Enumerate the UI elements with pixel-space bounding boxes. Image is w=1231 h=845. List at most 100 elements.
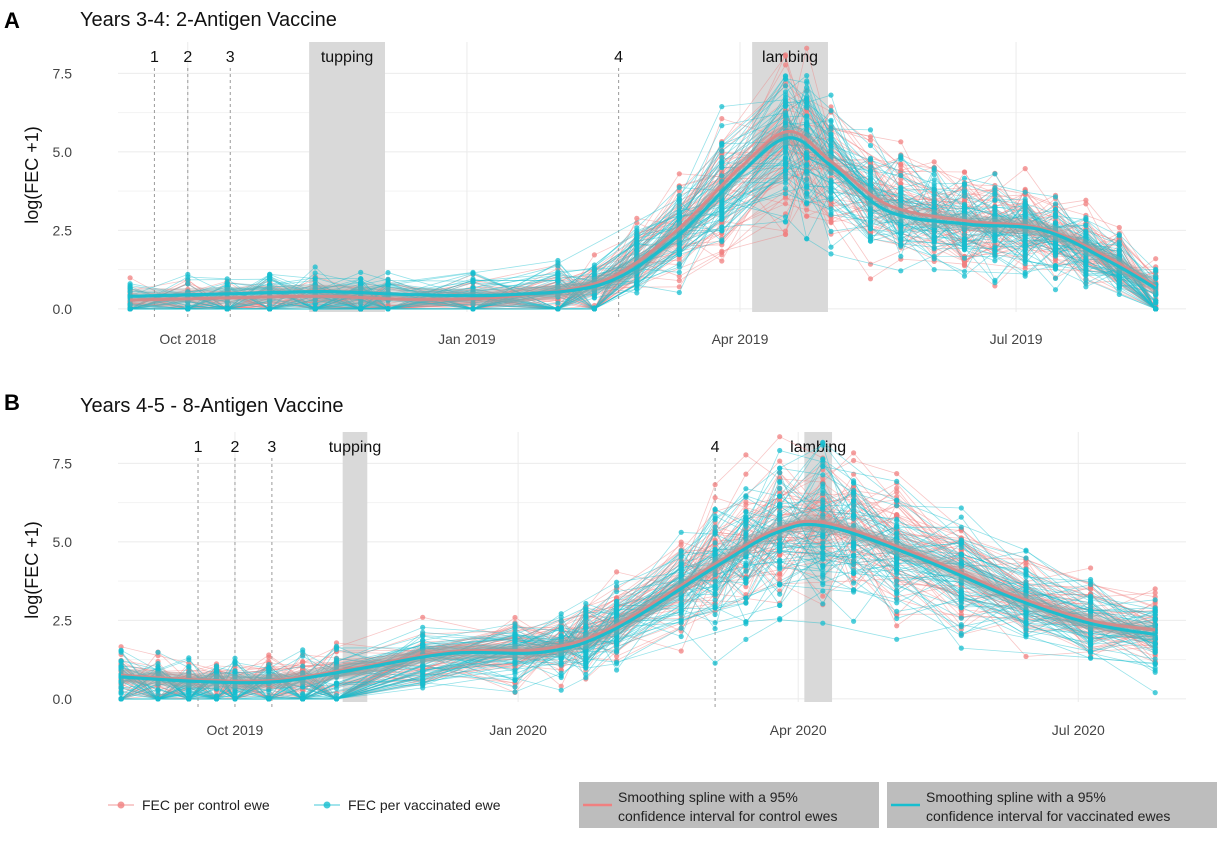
ewe-sample-point <box>1052 253 1059 259</box>
ewe-sample-point <box>743 636 749 643</box>
panel-a: A Years 3-4: 2-Antigen Vaccine tupping la… <box>4 8 1186 347</box>
ewe-sample-point <box>312 306 318 312</box>
ewe-sample-point <box>804 200 810 206</box>
ewe-sample-point <box>676 171 682 177</box>
ewe-sample-point <box>931 191 937 197</box>
ewe-sample-point <box>992 246 998 252</box>
ewe-sample-point <box>676 196 682 202</box>
ewe-sample-point <box>1052 194 1059 200</box>
event-label: 4 <box>614 49 623 66</box>
ewe-sample-point <box>894 608 900 615</box>
panel-a-x-axis: Oct 2018 Jan 2019 Apr 2019 Jul 2019 <box>159 331 1042 347</box>
ewe-sample-point <box>385 306 391 312</box>
ewe-sample-point <box>1022 166 1028 172</box>
ewe-sample-point <box>867 142 874 149</box>
ewe-sample-point <box>898 268 904 274</box>
ewe-sample-point <box>555 270 561 276</box>
ewe-trace <box>130 109 1120 310</box>
event-label: 2 <box>231 439 240 456</box>
event-label: 2 <box>183 49 192 66</box>
panel-b: B Years 4-5 - 8-Antigen Vaccine tupping l… <box>4 390 1186 738</box>
ewe-sample-point <box>782 219 789 225</box>
ewe-sample-point <box>591 262 598 268</box>
ewe-sample-point <box>1022 240 1028 246</box>
ewe-sample-point <box>1088 565 1094 571</box>
ewe-sample-point <box>828 123 834 129</box>
ewe-sample-point <box>898 164 904 170</box>
ewe-sample-point <box>992 171 998 177</box>
ewe-sample-point <box>828 142 834 149</box>
panel-a-y-axis-title: log(FEC +1) <box>22 126 42 224</box>
ewe-sample-point <box>719 227 725 233</box>
ewe-sample-point <box>992 185 998 191</box>
ewe-sample-point <box>867 177 874 183</box>
ewe-sample-point <box>591 252 598 258</box>
ewe-sample-point <box>1116 224 1122 231</box>
ewe-sample-point <box>420 614 426 620</box>
ewe-sample-point <box>712 611 718 618</box>
ewe-sample-point <box>898 190 904 197</box>
ewe-sample-point <box>777 571 783 577</box>
ewe-sample-point <box>898 223 904 229</box>
ewe-trace <box>130 142 1156 310</box>
ewe-sample-point <box>992 277 998 283</box>
ewe-sample-point <box>828 202 834 208</box>
ewe-sample-point <box>676 201 682 207</box>
ewe-sample-point <box>782 94 789 101</box>
ewe-sample-point <box>1022 211 1028 217</box>
ewe-sample-point <box>931 253 937 259</box>
ewe-sample-point <box>898 167 904 173</box>
ewe-sample-point <box>992 233 998 239</box>
ewe-sample-point <box>782 231 789 237</box>
ewe-sample-point <box>804 213 810 219</box>
ewe-sample-point <box>1083 272 1089 278</box>
shaded-period-lambing <box>752 42 828 312</box>
ewe-sample-point <box>828 108 834 114</box>
ewe-sample-point <box>931 159 937 165</box>
ewe-sample-point <box>894 578 900 584</box>
ewe-sample-point <box>1153 306 1159 312</box>
ewe-sample-point <box>185 271 191 277</box>
ewe-sample-point <box>851 580 857 586</box>
ewe-trace <box>129 75 1157 310</box>
ewe-trace <box>130 123 1157 310</box>
shaded-period-label: lambing <box>762 49 818 66</box>
ewe-trace <box>130 64 1157 310</box>
ewe-sample-point <box>867 127 874 133</box>
ewe-sample-point <box>777 602 783 609</box>
ewe-sample-point <box>1052 206 1059 213</box>
ewe-sample-point <box>127 275 133 281</box>
ewe-sample-point <box>1052 275 1059 281</box>
ewe-sample-point <box>992 192 998 198</box>
ewe-trace <box>130 78 1156 310</box>
ewe-sample-point <box>719 116 725 122</box>
ewe-sample-point <box>867 276 874 282</box>
ewe-sample-point <box>867 164 874 170</box>
x-tick-label: Jul 2019 <box>990 331 1043 347</box>
y-tick-label: 0.0 <box>53 301 73 317</box>
x-tick-label: Apr 2019 <box>712 331 769 347</box>
ewe-sample-point <box>1022 273 1028 279</box>
ewe-sample-point <box>1083 263 1089 269</box>
ewe-sample-point <box>1022 266 1028 272</box>
panel-b-title: Years 4-5 - 8-Antigen Vaccine <box>80 395 344 417</box>
ewe-sample-point <box>804 162 810 168</box>
ewe-sample-point <box>931 165 937 171</box>
ewe-sample-point <box>782 191 789 197</box>
panel-a-label: A <box>4 8 20 33</box>
ewe-sample-point <box>804 236 810 242</box>
ewe-sample-point <box>267 276 273 282</box>
ewe-sample-point <box>1116 287 1122 293</box>
event-label: 3 <box>226 49 235 66</box>
ewe-sample-point <box>470 279 476 285</box>
ewe-trace <box>130 55 1120 310</box>
ewe-sample-point <box>555 300 561 306</box>
ewe-sample-point <box>828 218 834 224</box>
ewe-sample-point <box>634 220 640 226</box>
ewe-sample-point <box>867 225 874 232</box>
ewe-trace <box>129 129 1156 310</box>
ewe-trace <box>187 172 1120 310</box>
ewe-sample-point <box>1116 232 1122 238</box>
